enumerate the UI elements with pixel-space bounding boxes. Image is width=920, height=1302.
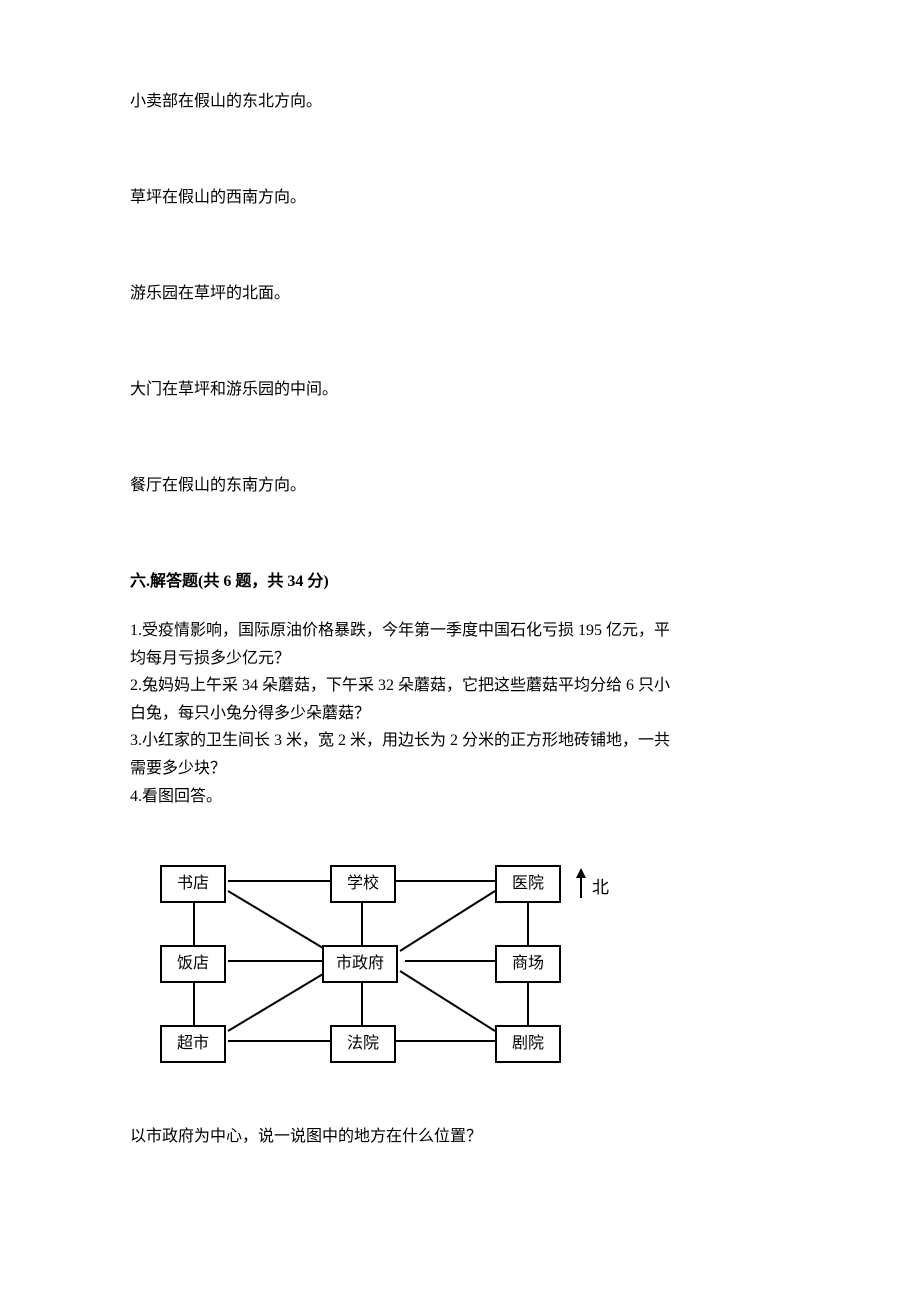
question-2-line-b: 白兔，每只小兔分得多少朵蘑菇？ [130,701,790,727]
statement-5: 餐厅在假山的东南方向。 [130,474,790,498]
question-1-line-a: 1.受疫情影响，国际原油价格暴跌，今年第一季度中国石化亏损 195 亿元，平 [130,618,790,644]
compass-label: 北 [592,875,609,901]
statement-3: 游乐园在草坪的北面。 [130,282,790,306]
node-bookstore: 书店 [160,865,226,903]
question-2-line-a: 2.兔妈妈上午采 34 朵蘑菇，下午采 32 朵蘑菇，它把这些蘑菇平均分给 6 … [130,673,790,699]
statement-4: 大门在草坪和游乐园的中间。 [130,378,790,402]
question-3-line-b: 需要多少块？ [130,756,790,782]
statement-1: 小卖部在假山的东北方向。 [130,90,790,114]
node-cityhall: 市政府 [322,945,398,983]
node-school: 学校 [330,865,396,903]
question-1-line-b: 均每月亏损多少亿元？ [130,646,790,672]
node-supermarket: 超市 [160,1025,226,1063]
node-hospital: 医院 [495,865,561,903]
node-court: 法院 [330,1025,396,1063]
question-3-line-a: 3.小红家的卫生间长 3 米，宽 2 米，用边长为 2 分米的正方形地砖铺地，一… [130,728,790,754]
node-hotel: 饭店 [160,945,226,983]
question-4: 4.看图回答。 [130,784,790,810]
node-mall: 商场 [495,945,561,983]
compass-north: 北 [580,875,609,901]
map-diagram: 书店 学校 医院 饭店 市政府 商场 超市 法院 剧院 北 [130,847,650,1077]
statement-2: 草坪在假山的西南方向。 [130,186,790,210]
node-theatre: 剧院 [495,1025,561,1063]
section-6-header: 六.解答题(共 6 题，共 34 分) [130,570,790,594]
question-4-final: 以市政府为中心，说一说图中的地方在什么位置？ [130,1125,790,1149]
arrow-up-icon [580,878,582,898]
